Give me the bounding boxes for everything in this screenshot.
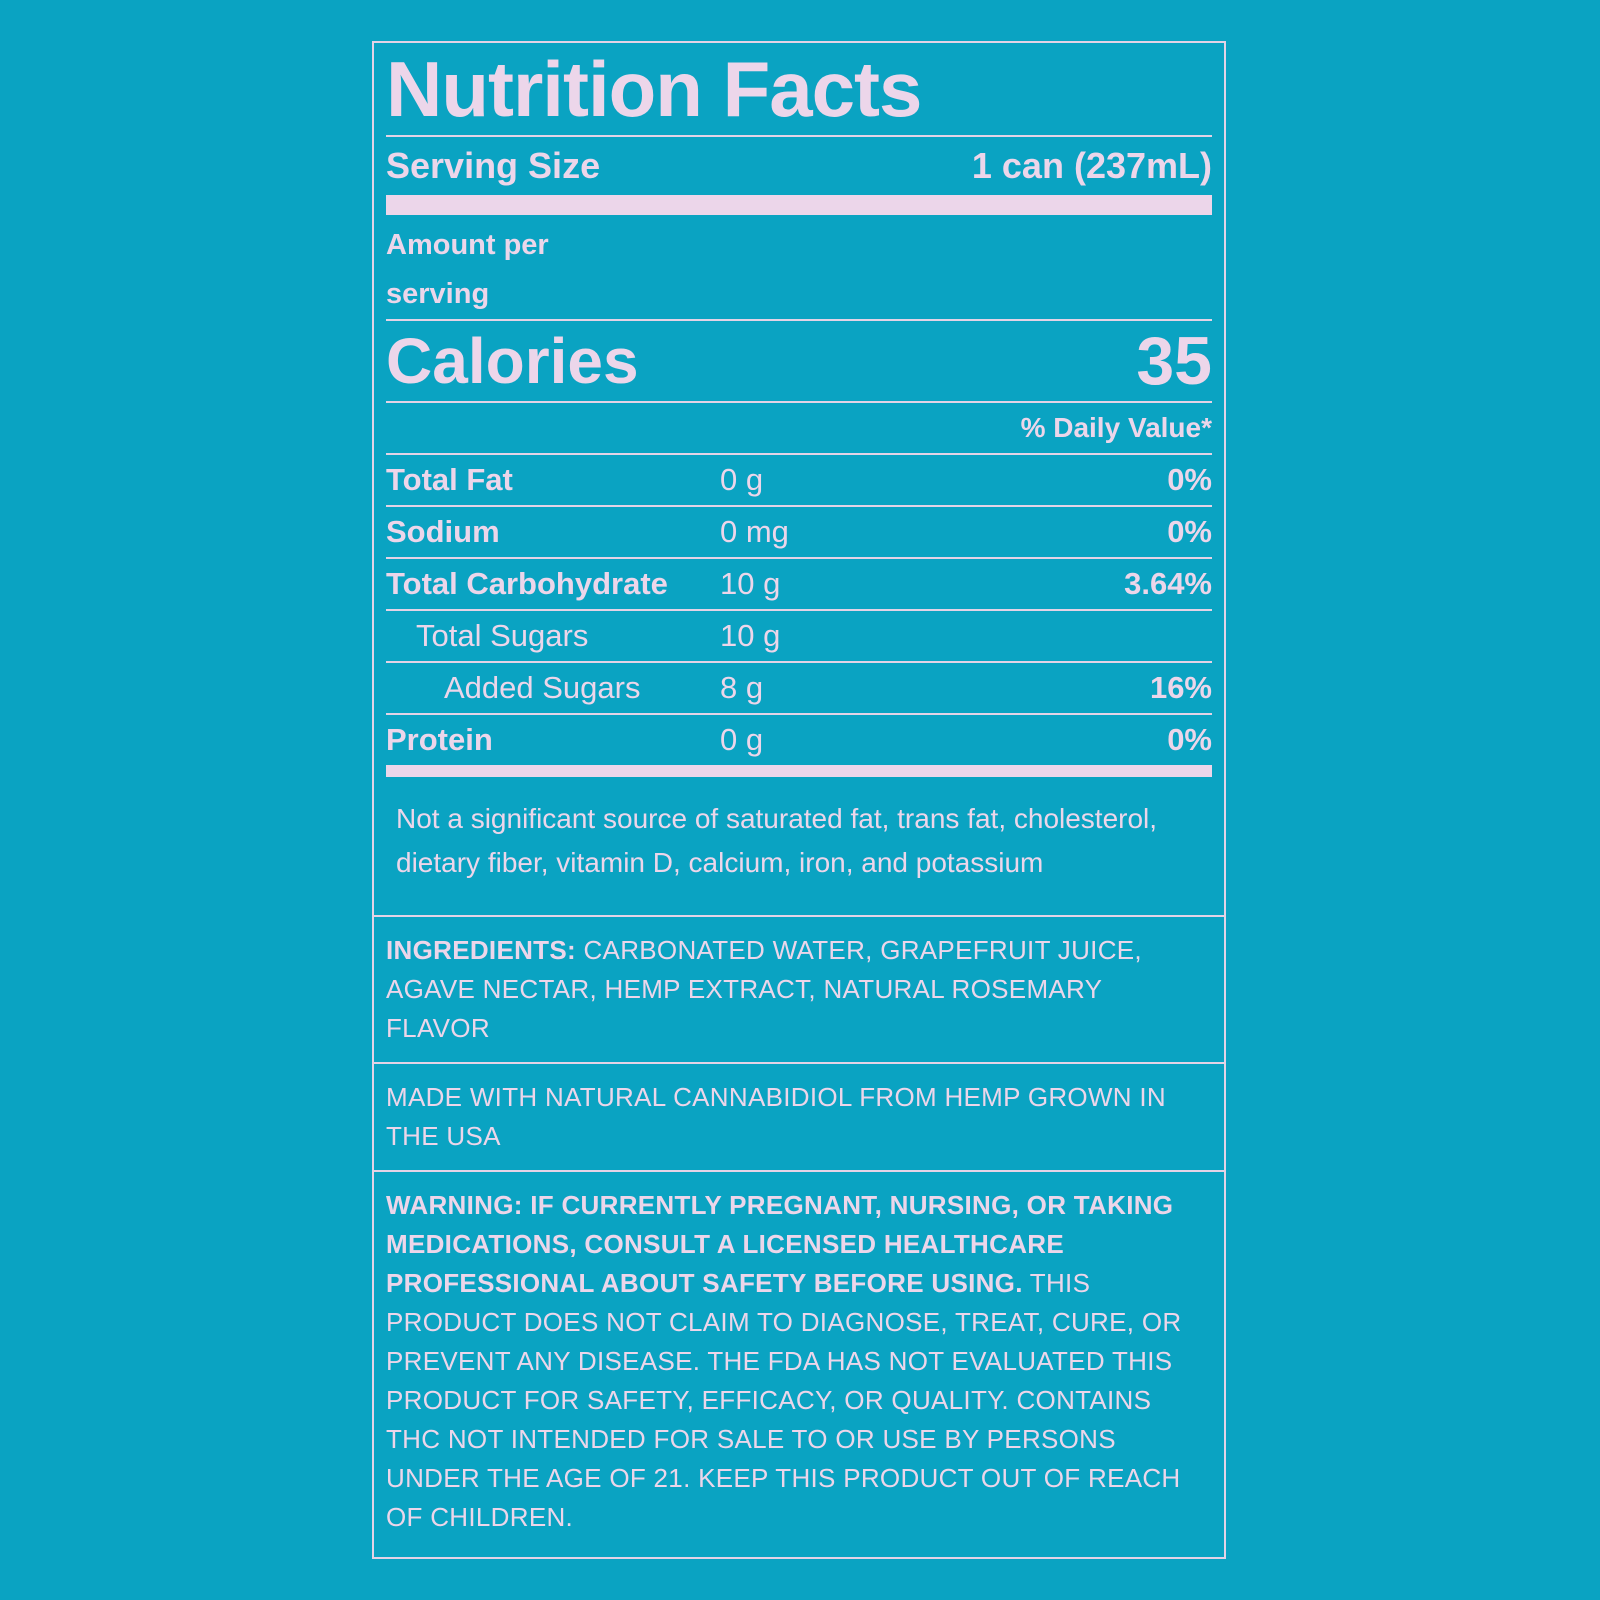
nutrient-amount: 10 g [720, 566, 781, 601]
nutrient-dv: 0% [1167, 514, 1212, 549]
warning-bold: WARNING: IF CURRENTLY PREGNANT, NURSING,… [386, 1190, 1174, 1298]
nutrient-row: Total Sugars 10 g [386, 611, 1212, 663]
thick-rule [386, 195, 1212, 215]
thick-rule [386, 765, 1212, 777]
calories-label: Calories [386, 325, 639, 397]
nutrient-amount: 10 g [720, 618, 781, 653]
daily-value-header: % Daily Value* [1020, 412, 1212, 443]
warning: WARNING: IF CURRENTLY PREGNANT, NURSING,… [374, 1170, 1224, 1551]
nutrient-dv: 0% [1167, 462, 1212, 497]
calories-value: 35 [1136, 323, 1212, 399]
rule [386, 319, 1212, 321]
footnote: Not a significant source of saturated fa… [396, 803, 1158, 878]
nutrient-name: Total Carbohydrate [386, 566, 668, 601]
nutrient-row: Protein 0 g 0% [386, 715, 1212, 765]
nutrient-amount: 0 g [720, 722, 764, 757]
nutrient-row: Total Carbohydrate 10 g 3.64% [386, 559, 1212, 611]
ingredients-text: CARBONATED WATER, GRAPEFRUIT JUICE, AGAV… [386, 935, 1142, 1043]
nutrient-row: Added Sugars 8 g 16% [386, 663, 1212, 715]
nutrient-amount: 8 g [720, 670, 764, 705]
calories-row: Calories 35 [386, 321, 1212, 401]
nutrient-amount: 0 g [720, 462, 764, 497]
serving-row: Serving Size 1 can (237mL) [386, 137, 1212, 195]
made-with: MADE WITH NATURAL CANNABIDIOL FROM HEMP … [374, 1062, 1224, 1170]
rule [386, 453, 1212, 455]
nutrient-row: Sodium 0 mg 0% [386, 507, 1212, 559]
nutrient-dv: 3.64% [1124, 566, 1212, 601]
nutrient-name: Protein [386, 722, 493, 757]
ingredients: INGREDIENTS: CARBONATED WATER, GRAPEFRUI… [374, 915, 1224, 1062]
nutrient-dv: 0% [1167, 722, 1212, 757]
nutrient-name: Sodium [386, 514, 500, 549]
amount-per-serving: Amount per serving [386, 229, 549, 310]
nutrition-label: Nutrition Facts Serving Size 1 can (237m… [372, 41, 1226, 1559]
rule [386, 401, 1212, 403]
serving-label: Serving Size [386, 145, 601, 186]
serving-value: 1 can (237mL) [971, 145, 1212, 186]
ingredients-label: INGREDIENTS: [386, 935, 576, 965]
rule [386, 135, 1212, 137]
title: Nutrition Facts [386, 45, 922, 133]
nutrient-name: Added Sugars [444, 670, 641, 705]
nutrient-amount: 0 mg [720, 514, 789, 549]
nutrient-name: Total Fat [386, 462, 513, 497]
warning-text: THIS PRODUCT DOES NOT CLAIM TO DIAGNOSE,… [386, 1268, 1182, 1532]
nutrient-dv: 16% [1149, 670, 1212, 705]
facts-panel: Nutrition Facts Serving Size 1 can (237m… [386, 43, 1212, 915]
nutrient-name: Total Sugars [416, 618, 589, 653]
nutrient-row: Total Fat 0 g 0% [386, 455, 1212, 507]
